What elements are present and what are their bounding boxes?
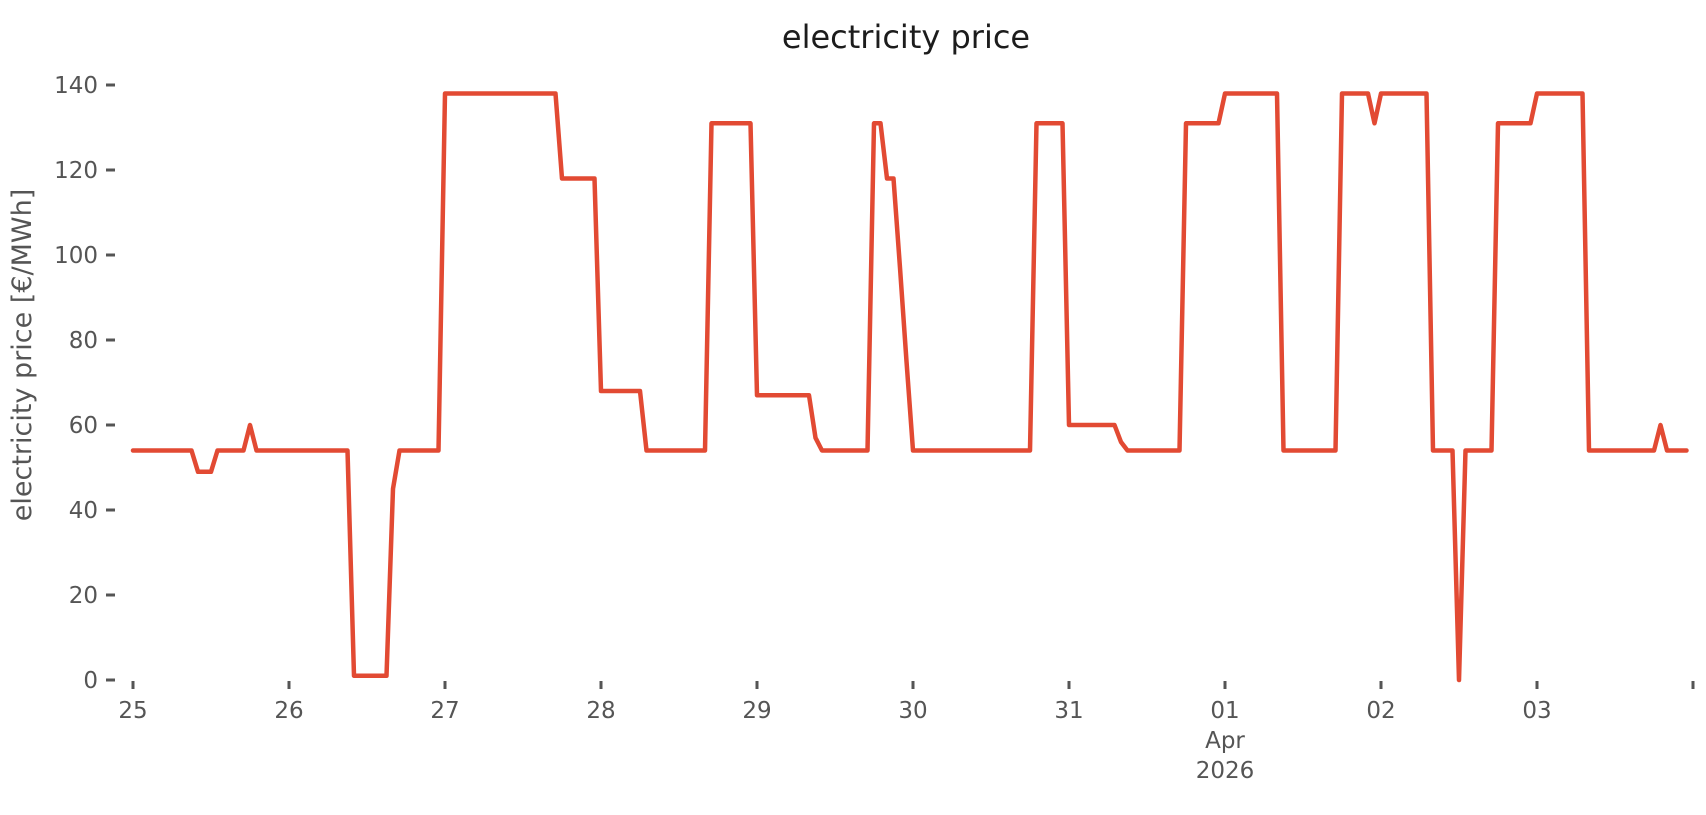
x-tick-label: 03 [1522, 698, 1551, 724]
price-line-series [130, 91, 1689, 683]
y-tick-label: 0 [83, 668, 98, 694]
x-axis-date-sublabel: Apr [1205, 728, 1245, 754]
y-tick-label: 80 [69, 328, 98, 354]
y-tick-label: 20 [69, 583, 98, 609]
y-tick-label: 100 [54, 243, 98, 269]
chart-title: electricity price [782, 18, 1030, 56]
price-line [130, 91, 1689, 683]
x-tick-label: 02 [1366, 698, 1395, 724]
y-tick-label: 40 [69, 498, 98, 524]
x-tick-label: 30 [898, 698, 927, 724]
x-tick-label: 26 [274, 698, 303, 724]
x-axis-ticks: 25 26 27 28 29 30 31 01 02 03 Apr 2026 [118, 681, 1695, 784]
x-tick-label: 01 [1210, 698, 1239, 724]
x-tick-label: 29 [742, 698, 771, 724]
y-tick-label: 140 [54, 73, 98, 99]
y-axis-label: electricity price [€/MWh] [7, 189, 38, 521]
x-tick-label: 28 [586, 698, 615, 724]
y-tick-label: 120 [54, 158, 98, 184]
y-axis-ticks: 0 20 40 60 80 100 120 140 [54, 73, 115, 694]
x-tick-label: 31 [1054, 698, 1083, 724]
x-tick-label: 25 [118, 698, 147, 724]
y-tick-label: 60 [69, 413, 98, 439]
x-tick-label: 27 [430, 698, 459, 724]
x-axis-date-sublabel: 2026 [1196, 758, 1255, 784]
